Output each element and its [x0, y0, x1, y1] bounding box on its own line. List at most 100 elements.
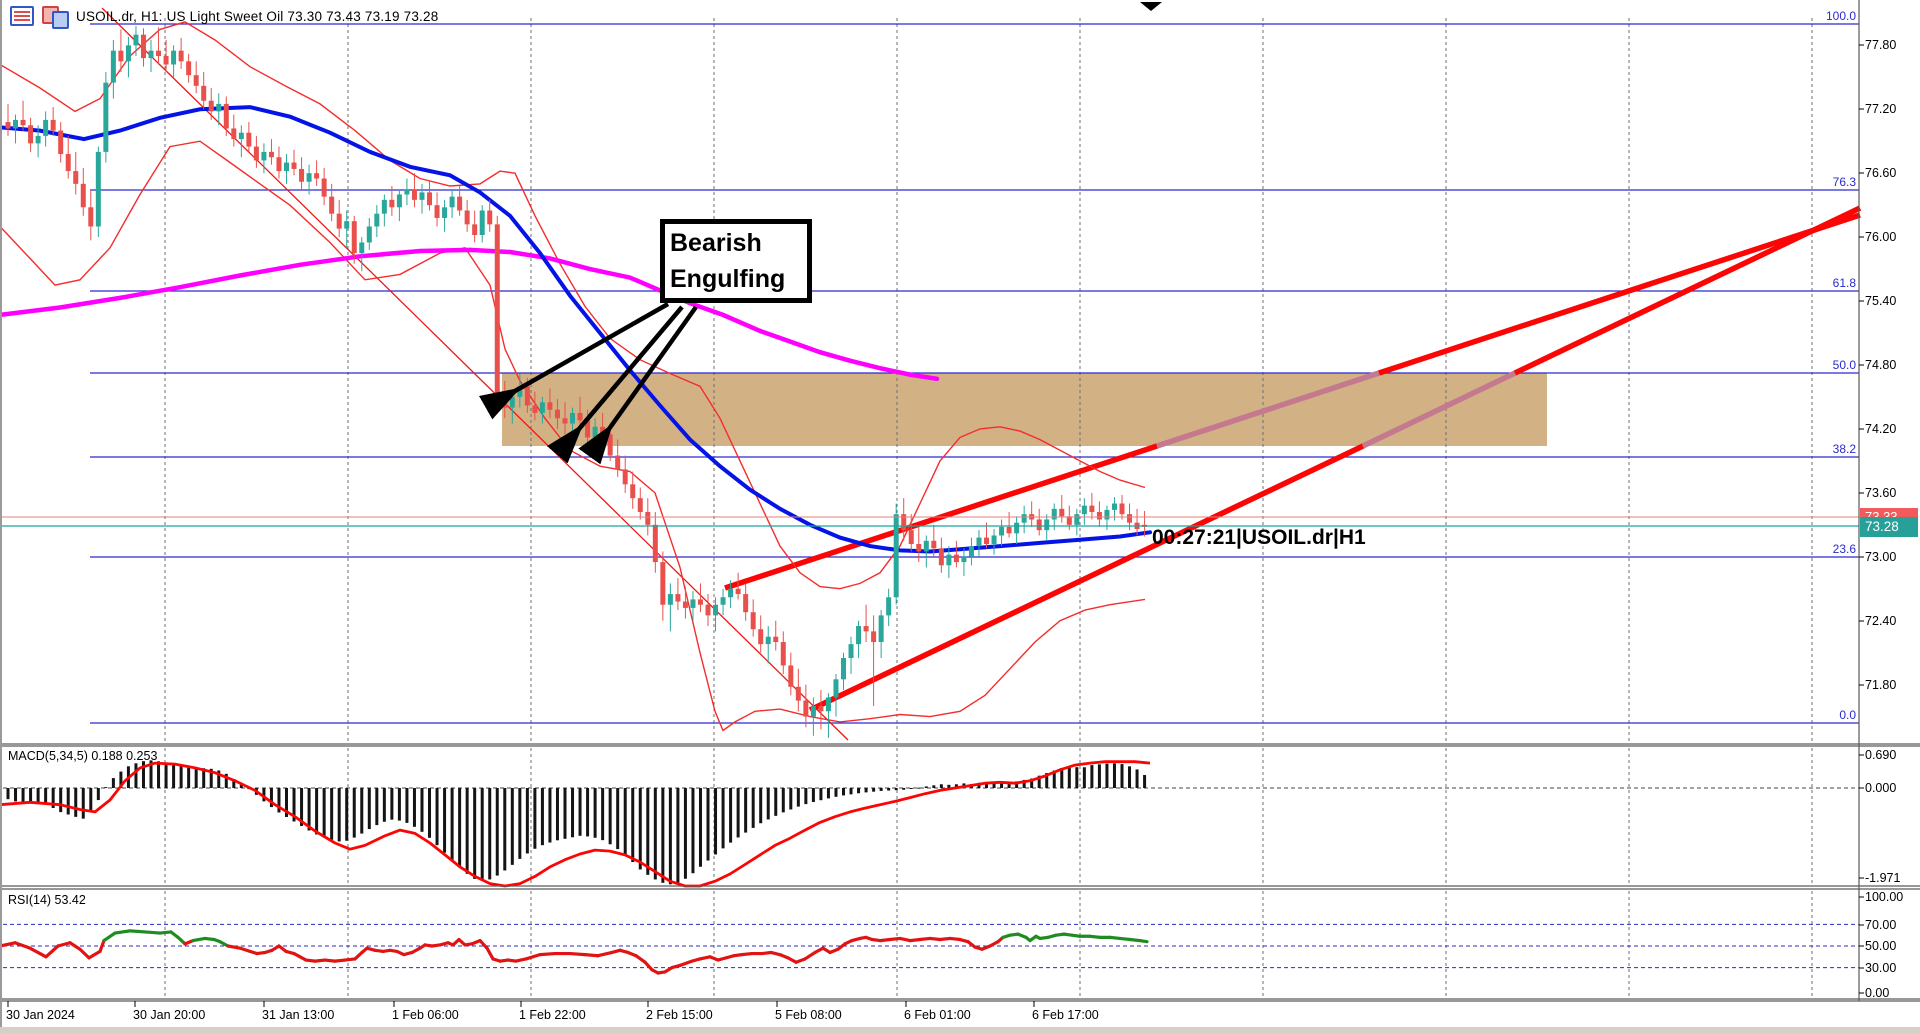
candle	[449, 196, 455, 208]
candle	[95, 151, 101, 227]
candle	[690, 599, 696, 608]
fib-level-label: 38.2	[1833, 442, 1857, 456]
candle	[667, 594, 673, 605]
candle	[818, 705, 824, 712]
candle	[479, 210, 485, 235]
candle	[186, 61, 192, 76]
candle	[697, 599, 703, 605]
candle	[321, 178, 327, 197]
candle-timer-text: 00:27:21|USOIL.dr|H1	[1152, 526, 1366, 549]
candle	[1066, 516, 1072, 525]
candle	[28, 125, 34, 144]
candle	[1111, 503, 1117, 510]
candle	[554, 409, 560, 419]
candle	[833, 679, 839, 698]
candle	[660, 562, 666, 605]
annotation-arrows	[478, 2, 1162, 465]
candle	[856, 626, 862, 645]
candle	[780, 642, 786, 666]
candle	[1051, 508, 1057, 520]
candle	[125, 45, 131, 62]
candle	[705, 604, 711, 616]
bid-price-badge: 73.28	[1860, 517, 1918, 537]
candle	[193, 75, 199, 86]
symbol-title: USOIL.dr, H1: US Light Sweet Oil 73.30 7…	[76, 8, 439, 24]
candle	[43, 119, 49, 136]
candle	[795, 686, 801, 701]
fib-level-label: 100.0	[1826, 9, 1856, 23]
candle	[65, 154, 71, 172]
candle	[494, 224, 500, 397]
axis-tick-label: 30.00	[1865, 961, 1896, 975]
candle	[886, 597, 892, 616]
ask-price-badge: 73.33	[1860, 508, 1918, 518]
candle	[411, 189, 417, 200]
candle	[156, 50, 162, 56]
ma-blue-line	[0, 105, 1152, 554]
axis-tick-label: 0.000	[1865, 781, 1896, 795]
candle	[246, 132, 252, 147]
candle	[682, 601, 688, 608]
candle	[878, 615, 884, 643]
candle	[336, 213, 342, 229]
candle	[163, 55, 169, 65]
candle	[750, 612, 756, 630]
candle	[825, 697, 831, 712]
price-axis[interactable]: 77.80 77.20 76.60 76.00 75.40 74.80 74.20 73.60…	[1859, 38, 1903, 1000]
candle	[713, 604, 719, 616]
candle	[931, 540, 937, 549]
candle	[351, 221, 357, 254]
candle	[1089, 505, 1095, 513]
candle	[622, 469, 628, 485]
time-tick-label: 1 Feb 06:00	[392, 1008, 459, 1022]
candle	[396, 194, 402, 208]
candle	[1127, 514, 1133, 523]
candle	[810, 705, 816, 717]
price-lines	[0, 516, 1859, 527]
candle	[314, 173, 320, 179]
chart-windows-icon[interactable]	[42, 5, 69, 29]
candle	[13, 119, 19, 129]
axis-tick-label: 76.00	[1865, 230, 1896, 244]
candle	[863, 626, 869, 632]
candle	[276, 157, 282, 172]
candle	[570, 412, 576, 424]
candle	[148, 50, 154, 59]
time-tick-label: 1 Feb 22:00	[519, 1008, 586, 1022]
bearish-engulfing-label-box[interactable]: Bearish Engulfing	[660, 219, 812, 303]
candle	[306, 173, 312, 182]
candle	[615, 455, 621, 470]
candle	[20, 119, 26, 126]
axis-tick-label: 77.80	[1865, 38, 1896, 52]
candle	[1036, 519, 1042, 531]
axis-tick-label: 72.40	[1865, 614, 1896, 628]
candle	[103, 82, 109, 152]
candle	[953, 554, 959, 563]
candle	[901, 514, 907, 531]
candle	[840, 658, 846, 680]
time-tick-label: 6 Feb 17:00	[1032, 1008, 1099, 1022]
axis-tick-label: 50.00	[1865, 939, 1896, 953]
candle	[261, 151, 267, 161]
candle	[607, 434, 613, 456]
candle	[502, 396, 508, 408]
candle	[359, 242, 365, 254]
candle	[1044, 519, 1050, 531]
candle	[961, 556, 967, 563]
candle	[291, 162, 297, 169]
candle	[547, 402, 553, 410]
candle	[140, 34, 146, 59]
time-tick-label: 5 Feb 08:00	[775, 1008, 842, 1022]
time-axis[interactable]: 30 Jan 2024 30 Jan 20:00 31 Jan 13:00 1 Feb…	[6, 1001, 1099, 1022]
top-down-triangle-marker	[1140, 2, 1162, 11]
candle	[366, 226, 372, 243]
candle	[1119, 503, 1125, 515]
candle	[946, 554, 952, 566]
quotes-list-icon[interactable]	[10, 6, 34, 26]
candle	[743, 594, 749, 613]
candle	[758, 629, 764, 645]
time-tick-label: 6 Feb 01:00	[904, 1008, 971, 1022]
rsi-indicator-label: RSI(14) 53.42	[8, 893, 86, 907]
